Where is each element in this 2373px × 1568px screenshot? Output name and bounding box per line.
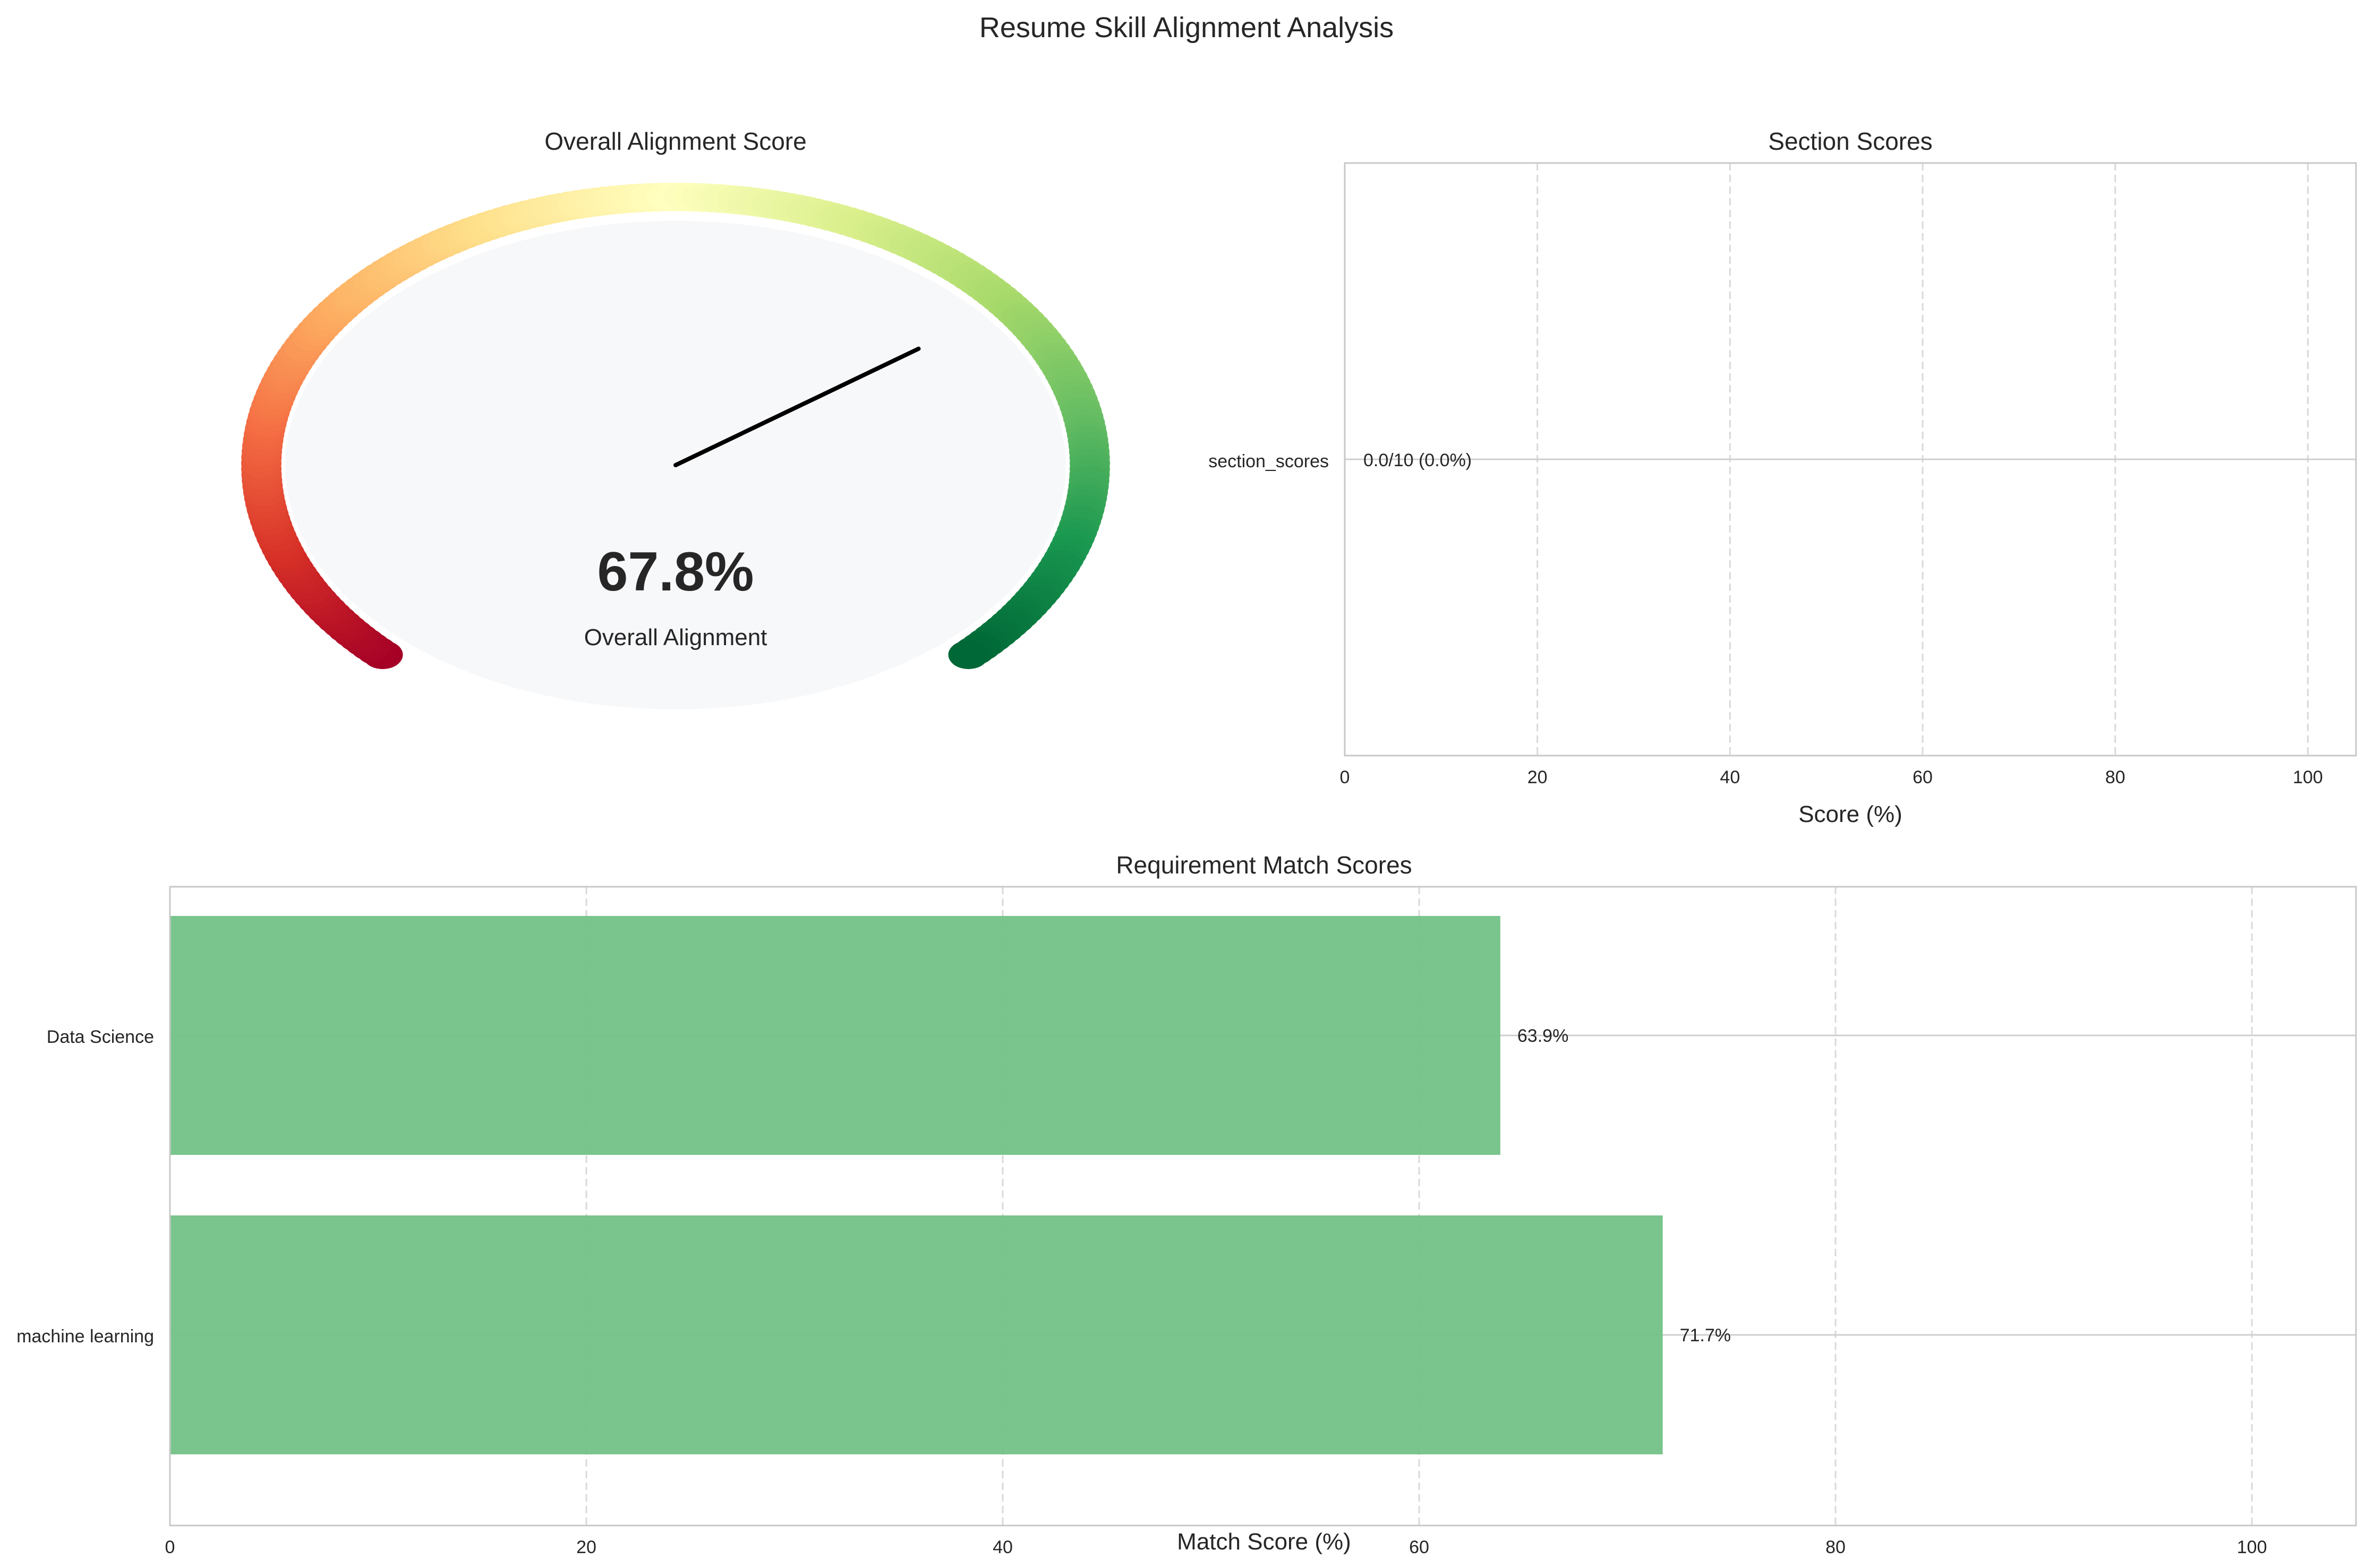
section-scores-frame <box>1344 162 2357 757</box>
section-scores-value-label: 0.0/10 (0.0%) <box>1363 450 1472 470</box>
gauge-needle <box>673 346 921 467</box>
requirement-match-value-label: 63.9% <box>1517 1026 1568 1046</box>
requirement-match-ytick-label: Data Science <box>47 1027 154 1047</box>
section-scores-xlabel: Score (%) <box>1798 801 1902 827</box>
requirement-match-ytick-label: machine learning <box>16 1326 154 1347</box>
x-tick-label: 100 <box>2293 767 2323 787</box>
figure-title: Resume Skill Alignment Analysis <box>979 12 1394 44</box>
x-tick-label: 60 <box>1409 1537 1429 1557</box>
x-tick-label: 20 <box>576 1537 596 1557</box>
section-scores-title: Section Scores <box>1768 127 1932 155</box>
x-tick-label: 20 <box>1527 767 1548 787</box>
x-tick-label: 60 <box>1913 767 1933 787</box>
gauge-subtitle: Overall Alignment <box>584 624 767 650</box>
gauge-panel: Overall Alignment Score 67.8% Overall Al… <box>241 127 1110 709</box>
requirement-match-xlabel: Match Score (%) <box>1177 1529 1351 1555</box>
requirement-match-title: Requirement Match Scores <box>1116 851 1412 879</box>
x-tick-label: 0 <box>1340 767 1350 787</box>
gauge-title: Overall Alignment Score <box>544 127 806 155</box>
gauge-value: 67.8% <box>597 541 754 603</box>
requirement-match-xticks: 0 20 40 60 80 100 <box>165 1537 2267 1557</box>
gauge-arc-segment <box>948 640 989 670</box>
gauge-arc <box>241 183 1110 670</box>
requirement-match-panel: Requirement Match Scores Data Science ma… <box>16 851 2357 1557</box>
x-tick-label: 40 <box>993 1537 1013 1557</box>
requirement-match-bars <box>170 916 1663 1454</box>
x-tick-label: 40 <box>1720 767 1740 787</box>
section-scores-ytick-label: section_scores <box>1208 451 1329 472</box>
requirement-match-frame <box>169 886 2357 1527</box>
section-scores-xticks: 0 20 40 60 80 100 <box>1340 767 2323 787</box>
x-tick-label: 100 <box>2237 1537 2267 1557</box>
bar <box>170 916 1500 1155</box>
x-tick-label: 80 <box>1825 1537 1846 1557</box>
section-scores-panel: Section Scores section_scores 0.0/10 (0.… <box>1208 127 2357 827</box>
x-tick-label: 0 <box>165 1537 175 1557</box>
requirement-match-value-label: 71.7% <box>1680 1325 1731 1346</box>
bar <box>170 1215 1663 1454</box>
x-tick-label: 80 <box>2105 767 2126 787</box>
